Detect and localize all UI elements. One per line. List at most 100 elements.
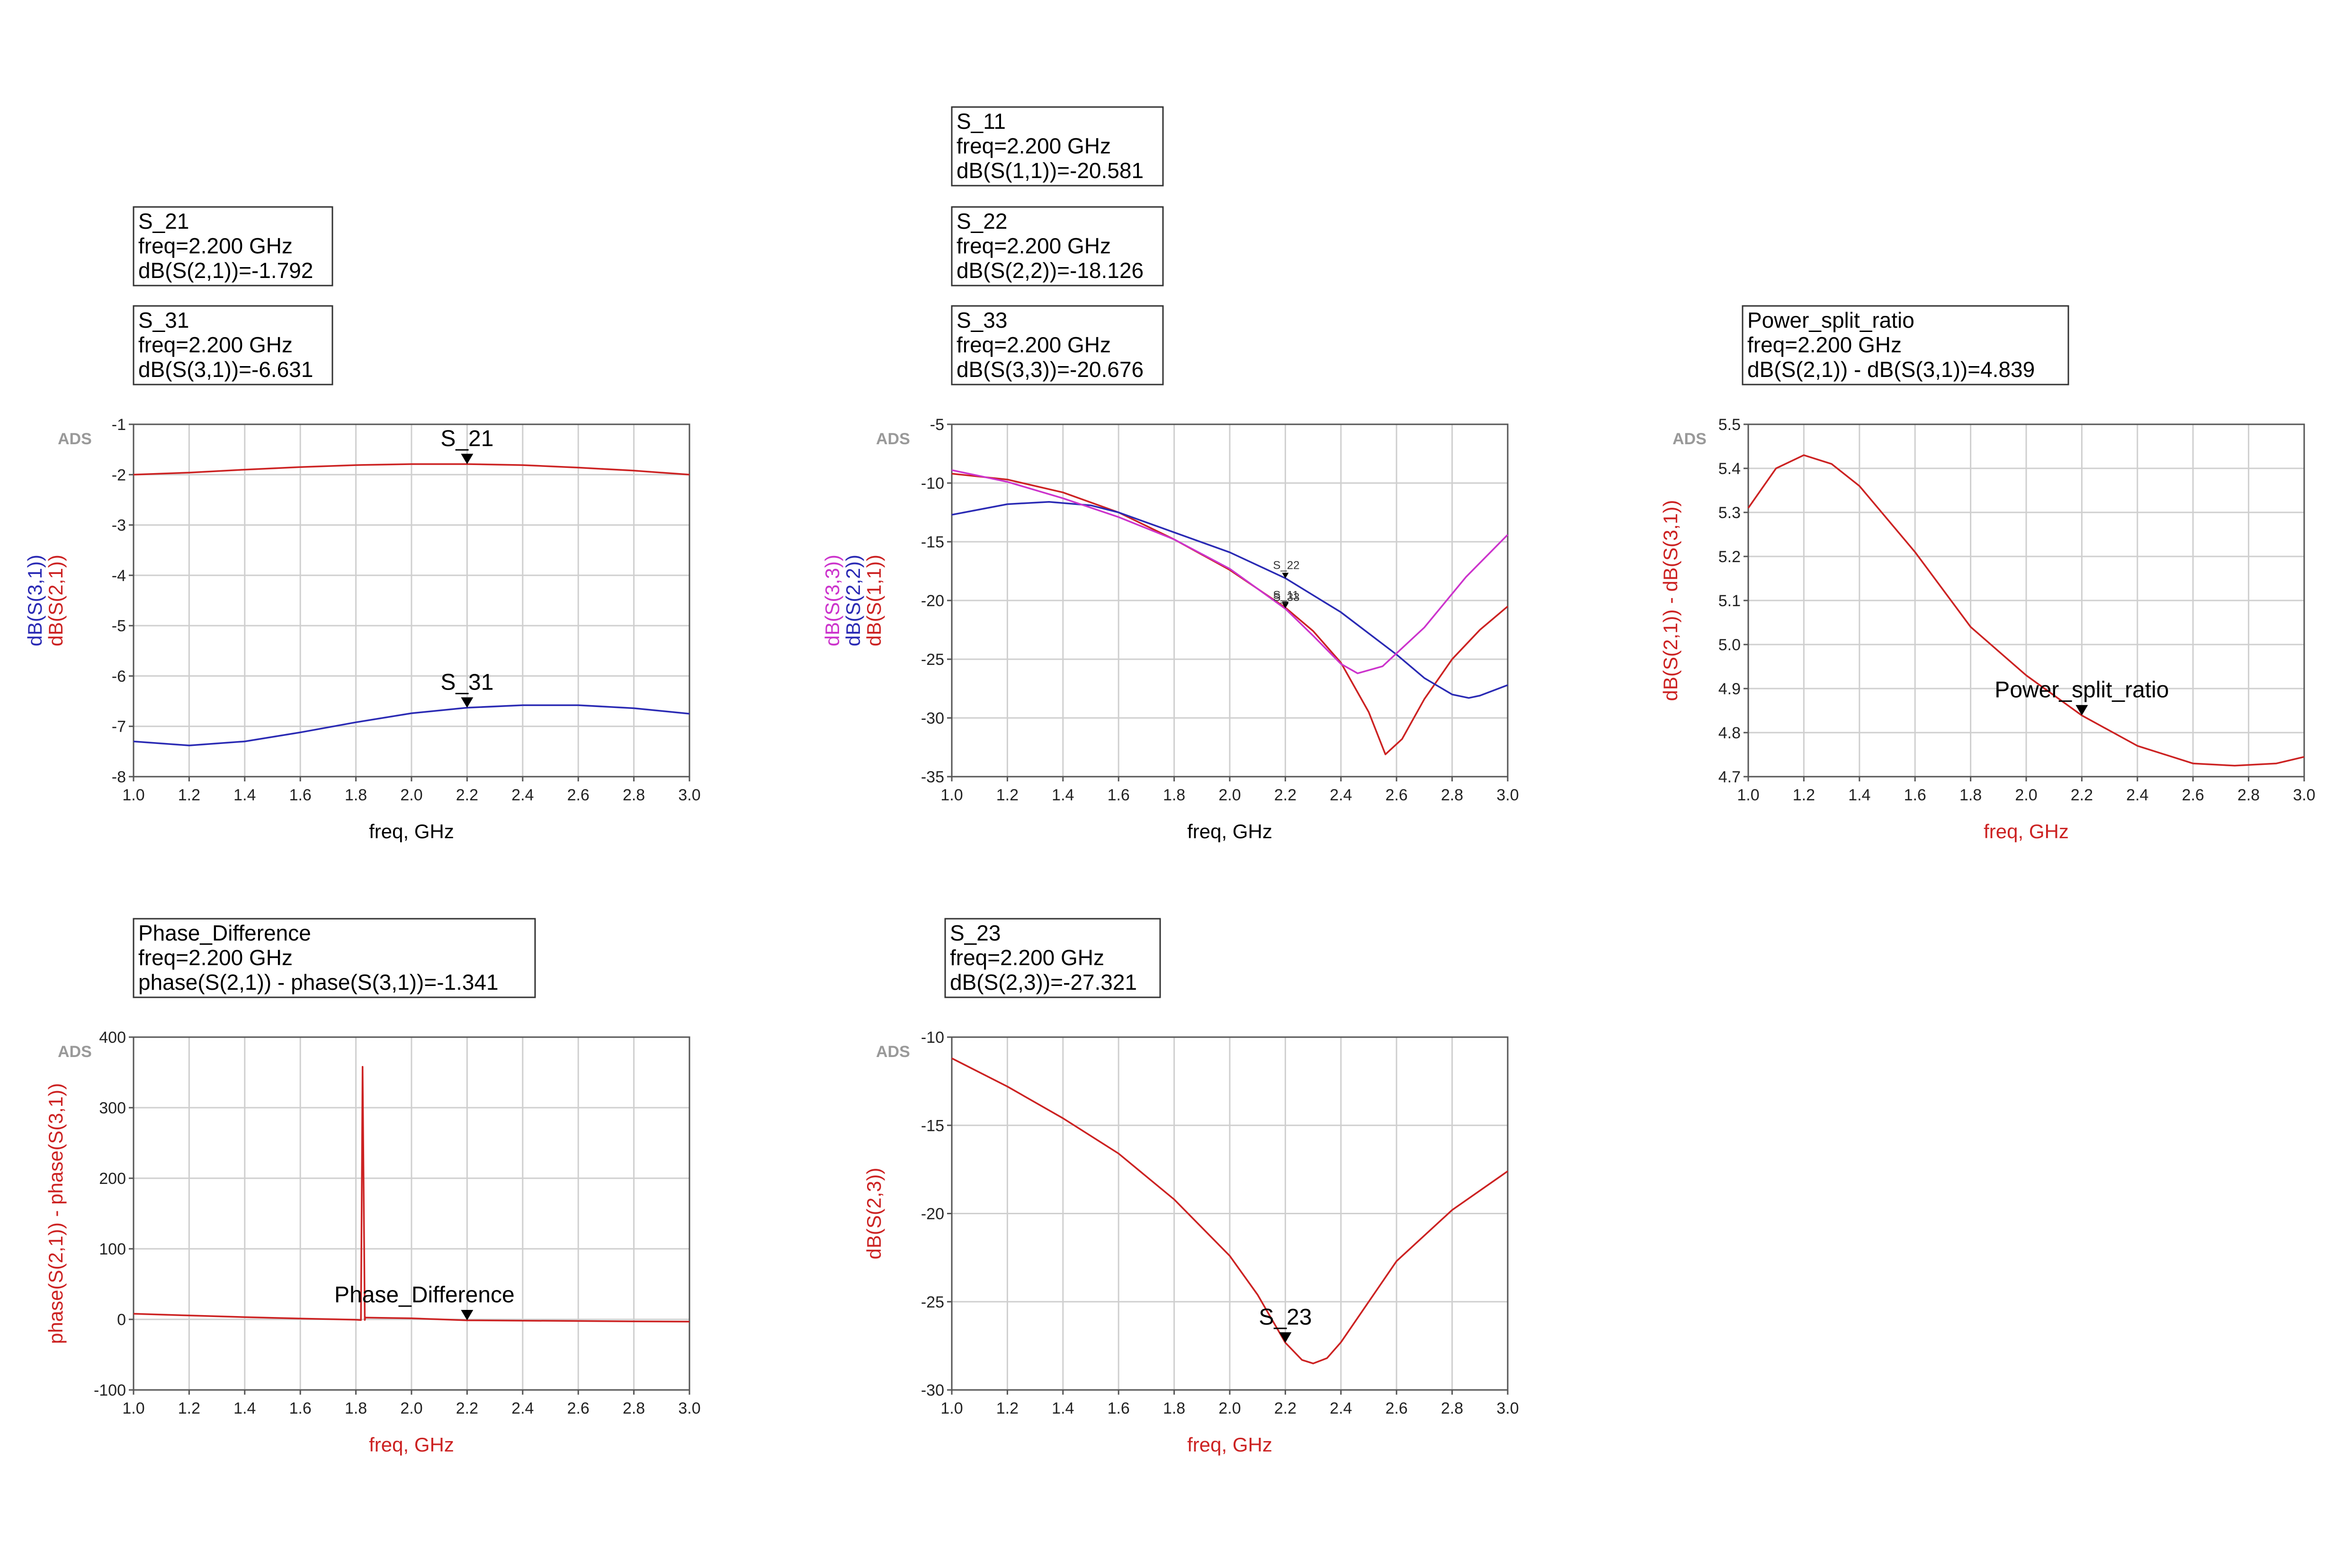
marker-s-31 [461,697,474,708]
x-tick-label: 1.4 [233,1399,256,1417]
y-tick-label: 400 [99,1029,126,1047]
y-tick-label: 5.2 [1718,548,1741,566]
y-tick-label: -30 [921,1381,944,1399]
x-tick-label: 2.8 [623,786,645,804]
x-tick-label: 1.4 [1848,786,1870,804]
readout-frame [1742,305,2069,385]
x-tick-label: 2.8 [2237,786,2260,804]
series-line-phase-s-2-1-phase-s-3-1 [133,1066,690,1323]
x-tick-label: 1.0 [122,1399,144,1417]
series-line-db-s-3-1 [133,704,690,746]
readout-line: freq=2.200 GHz [1747,332,1902,357]
y-axis-label: dB(S(3,1)) [24,555,46,646]
y-tick-label: -8 [112,768,126,786]
readout-line: freq=2.200 GHz [138,332,293,357]
readout-line: freq=2.200 GHz [950,945,1104,970]
marker-s-22 [1282,573,1289,579]
x-tick-label: 1.6 [289,1399,312,1417]
readout-line: S_31 [138,308,189,332]
x-axis-label: freq, GHz [369,820,454,842]
readout-line: S_21 [138,209,189,233]
x-tick-label: 1.0 [940,786,963,804]
y-tick-label: -5 [930,416,944,434]
x-tick-label: 1.2 [1793,786,1815,804]
readout-line: dB(S(2,1)) - dB(S(3,1))=4.839 [1747,357,2035,382]
y-tick-label: 5.5 [1718,416,1741,434]
y-tick-label: -10 [921,475,944,493]
series-line-db-s-1-1 [951,473,1509,755]
y-axis-label: dB(S(3,3)) [821,555,843,646]
y-axis-label: dB(S(2,1)) [45,555,67,646]
readout-line: freq=2.200 GHz [957,332,1111,357]
readout-frame [133,918,536,998]
readout-line: freq=2.200 GHz [957,233,1111,258]
y-tick-label: 5.4 [1718,460,1741,478]
y-tick-label: -20 [921,592,944,610]
y-tick-label: -5 [112,617,126,635]
x-tick-label: 1.2 [178,1399,200,1417]
y-tick-label: -4 [112,567,126,585]
y-axis-label: dB(S(2,1)) - dB(S(3,1)) [1659,500,1681,701]
x-tick-label: 3.0 [1496,1399,1519,1417]
marker-label: Phase_Difference [334,1282,515,1308]
ads-corner-label: ADS [1672,430,1707,448]
x-tick-label: 1.6 [1108,1399,1130,1417]
x-tick-label: 1.6 [1108,786,1130,804]
y-tick-label: 300 [99,1099,126,1117]
x-tick-label: 1.8 [345,1399,367,1417]
y-tick-label: -6 [112,667,126,685]
y-tick-label: -7 [112,718,126,736]
x-tick-label: 2.0 [2015,786,2037,804]
marker-label: S_33 [1273,591,1299,604]
y-tick-label: 5.3 [1718,504,1741,522]
readout-frame [133,305,333,385]
series-line-db-s-2-3 [951,1057,1509,1364]
x-tick-label: 3.0 [1496,786,1519,804]
y-tick-label: -25 [921,1293,944,1311]
y-tick-label: -20 [921,1205,944,1223]
marker-s-33 [1282,602,1289,609]
y-tick-label: 100 [99,1240,126,1258]
x-axis-label: freq, GHz [1187,1434,1272,1456]
y-tick-label: -100 [94,1381,126,1399]
x-tick-label: 2.4 [1330,786,1352,804]
y-tick-label: 5.0 [1718,636,1741,654]
marker-s-23 [1279,1332,1292,1343]
readout-line: dB(S(1,1))=-20.581 [957,158,1144,183]
x-tick-label: 2.4 [511,1399,534,1417]
readout-line: dB(S(2,3))=-27.321 [950,970,1137,995]
y-tick-label: 5.1 [1718,592,1741,610]
x-tick-label: 1.8 [1959,786,1982,804]
marker-phase-difference [461,1309,474,1320]
x-tick-label: 2.6 [567,786,590,804]
ads-corner-label: ADS [876,1043,910,1061]
readout-frame [951,305,1164,385]
x-tick-label: 2.2 [1274,1399,1297,1417]
readout-line: S_11 [957,109,1006,134]
y-axis-label: phase(S(2,1)) - phase(S(3,1)) [45,1083,67,1344]
y-tick-label: -1 [112,416,126,434]
marker-label: S_23 [1259,1305,1312,1330]
x-tick-label: 1.4 [1052,786,1074,804]
readout-line: dB(S(3,1))=-6.631 [138,357,313,382]
x-tick-label: 2.2 [456,786,478,804]
x-tick-label: 2.4 [511,786,534,804]
y-axis-label: dB(S(1,1)) [863,555,885,646]
x-tick-label: 1.8 [345,786,367,804]
x-tick-label: 2.0 [1218,1399,1241,1417]
x-tick-label: 1.8 [1163,1399,1185,1417]
marker-s-21 [461,454,474,465]
x-tick-label: 1.6 [1904,786,1926,804]
x-axis-label: freq, GHz [369,1434,454,1456]
readout-line: S_33 [957,308,1007,332]
marker-label: S_11 [1273,589,1298,601]
y-tick-label: 4.7 [1718,768,1741,786]
x-axis-label: freq, GHz [1984,820,2069,842]
